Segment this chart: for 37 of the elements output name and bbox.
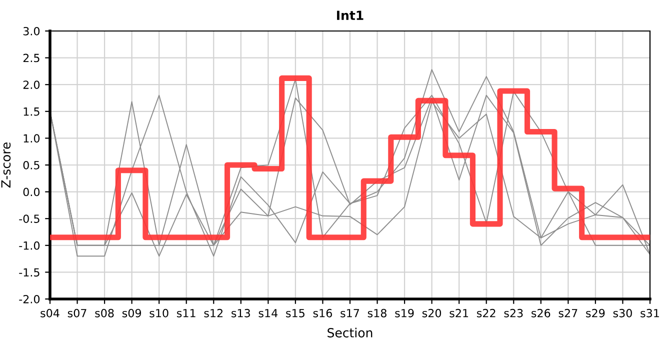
- y-tick-label: -1.0: [19, 241, 40, 250]
- y-tick-label: 0.5: [23, 160, 40, 170]
- x-tick-label: s08: [95, 308, 114, 318]
- x-tick-label: s14: [258, 309, 278, 318]
- y-tick-label: -0.5: [19, 214, 40, 223]
- x-tick-label: s20: [422, 308, 442, 318]
- y-tick-label: -1.5: [19, 268, 40, 277]
- x-tick-label: s18: [368, 308, 386, 318]
- x-tick-label: s19: [395, 308, 414, 318]
- x-tick-label: s31: [640, 308, 659, 318]
- x-tick-label: s30: [613, 308, 632, 318]
- x-tick-label: s15: [286, 309, 304, 318]
- x-tick-label: s10: [150, 308, 168, 318]
- x-tick-label: s11: [177, 309, 196, 318]
- x-tick-label: s26: [532, 308, 550, 318]
- y-tick-label: 2.0: [23, 80, 40, 89]
- y-tick-label: -2.0: [19, 294, 40, 304]
- chart-title: Int1: [337, 10, 364, 20]
- x-tick-label: s21: [450, 308, 468, 318]
- y-tick-label: 3.0: [23, 26, 40, 36]
- x-tick-label: s07: [68, 308, 86, 318]
- x-tick-label: s12: [204, 308, 222, 318]
- x-tick-label: s16: [313, 308, 332, 318]
- y-tick-label: 0.0: [23, 188, 40, 196]
- x-tick-label: s17: [340, 309, 360, 318]
- x-tick-label: s22: [477, 308, 496, 318]
- x-axis-title: Section: [328, 328, 372, 338]
- y-tick-label: 1.0: [24, 134, 40, 143]
- x-tick-label: s27: [558, 308, 578, 318]
- y-axis-title: Z-score: [1, 142, 11, 188]
- x-tick-label: s04: [40, 308, 60, 318]
- x-tick-label: s29: [586, 308, 605, 318]
- x-tick-label: s13: [232, 308, 250, 318]
- x-tick-label: s23: [504, 308, 523, 318]
- x-tick-label: s09: [122, 308, 141, 318]
- y-tick-label: 2.5: [23, 54, 40, 62]
- y-tick-label: 1.5: [24, 108, 40, 116]
